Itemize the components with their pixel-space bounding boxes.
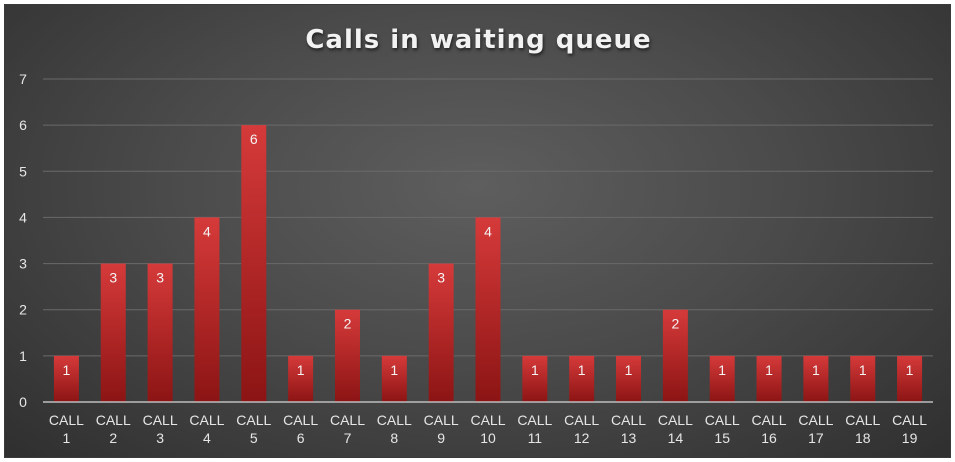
x-tick-label: CALL 11 bbox=[517, 412, 552, 446]
data-label: 1 bbox=[765, 362, 773, 378]
x-tick-label: CALL 12 bbox=[564, 412, 599, 446]
bar bbox=[662, 309, 688, 402]
bar bbox=[803, 355, 829, 402]
data-label: 2 bbox=[671, 316, 679, 332]
x-tick-label: CALL 17 bbox=[798, 412, 833, 446]
x-tick-label: CALL 14 bbox=[658, 412, 693, 446]
bar bbox=[616, 355, 642, 402]
bar bbox=[522, 355, 548, 402]
x-tick-label: CALL 10 bbox=[470, 412, 505, 446]
bar bbox=[897, 355, 923, 402]
x-tick-label: CALL 13 bbox=[611, 412, 646, 446]
data-label: 2 bbox=[344, 316, 352, 332]
x-tick-label: CALL 15 bbox=[705, 412, 740, 446]
x-tick-label: CALL 6 bbox=[283, 412, 318, 446]
data-label: 1 bbox=[625, 362, 633, 378]
bar bbox=[334, 309, 360, 402]
data-label: 4 bbox=[203, 223, 211, 239]
axes: 0 1 2 3 4 5 6 7 CALL 1 CALL 2 CALL 3 CALL 4 CALL 5 CALL 6 CA… bbox=[19, 71, 933, 446]
y-tick-label: 7 bbox=[19, 71, 27, 87]
bar bbox=[194, 217, 220, 402]
bar bbox=[100, 263, 126, 402]
y-tick-label: 6 bbox=[19, 117, 27, 133]
chart-title: Calls in waiting queue bbox=[305, 25, 652, 55]
y-tick-label: 1 bbox=[19, 348, 27, 364]
bar bbox=[147, 263, 173, 402]
bar bbox=[381, 355, 407, 402]
data-label: 1 bbox=[578, 362, 586, 378]
y-tick-label: 5 bbox=[19, 163, 27, 179]
data-label: 1 bbox=[859, 362, 867, 378]
bar bbox=[288, 355, 314, 402]
data-label: 3 bbox=[156, 270, 164, 286]
data-label: 3 bbox=[109, 270, 117, 286]
data-label: 1 bbox=[297, 362, 305, 378]
data-label: 4 bbox=[484, 223, 492, 239]
x-tick-label: CALL 4 bbox=[189, 412, 224, 446]
bar bbox=[475, 217, 501, 402]
x-tick-label: CALL 7 bbox=[330, 412, 365, 446]
x-tick-label: CALL 3 bbox=[143, 412, 178, 446]
data-label: 3 bbox=[437, 270, 445, 286]
x-tick-label: CALL 2 bbox=[96, 412, 131, 446]
data-label: 1 bbox=[390, 362, 398, 378]
bar bbox=[569, 355, 595, 402]
y-tick-label: 0 bbox=[19, 394, 27, 410]
y-tick-label: 2 bbox=[19, 302, 27, 318]
bar bbox=[756, 355, 782, 402]
data-label: 1 bbox=[906, 362, 914, 378]
data-label: 6 bbox=[250, 131, 258, 147]
bar bbox=[428, 263, 454, 402]
data-label: 1 bbox=[812, 362, 820, 378]
x-tick-label: CALL 19 bbox=[892, 412, 927, 446]
x-tick-label: CALL 18 bbox=[845, 412, 880, 446]
bar bbox=[850, 355, 876, 402]
y-tick-label: 4 bbox=[19, 209, 27, 225]
x-tick-label: CALL 8 bbox=[377, 412, 412, 446]
y-tick-label: 3 bbox=[19, 256, 27, 272]
bar bbox=[709, 355, 735, 402]
bars: 1 3 3 4 6 1 2 1 3 4 1 1 1 2 1 1 1 1 1 bbox=[53, 125, 923, 403]
data-label: 1 bbox=[718, 362, 726, 378]
bar bbox=[241, 125, 267, 403]
bar bbox=[53, 355, 79, 402]
x-tick-label: CALL 1 bbox=[49, 412, 84, 446]
data-label: 1 bbox=[531, 362, 539, 378]
x-tick-label: CALL 5 bbox=[236, 412, 271, 446]
x-tick-label: CALL 9 bbox=[424, 412, 459, 446]
data-label: 1 bbox=[63, 362, 71, 378]
x-tick-label: CALL 16 bbox=[752, 412, 787, 446]
